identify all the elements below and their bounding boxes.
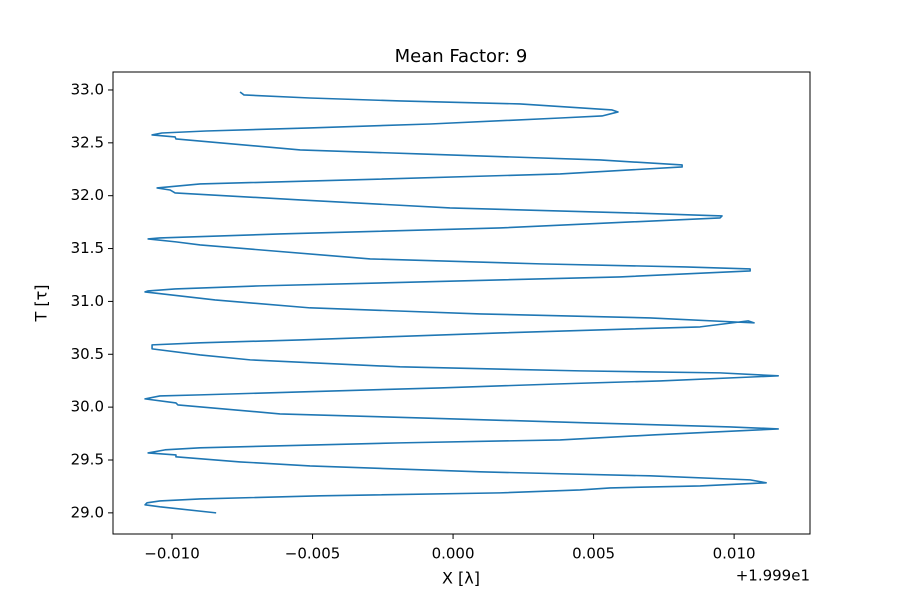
y-tick-label: 29.5 — [71, 450, 104, 468]
plot-frame — [112, 71, 811, 535]
data-line — [144, 91, 780, 514]
x-offset-text: +1.999e1 — [736, 567, 810, 585]
x-tick-label: 0.010 — [713, 545, 756, 563]
y-axis-label: T [τ] — [32, 285, 51, 323]
x-tick-label: 0.005 — [572, 545, 615, 563]
x-tick-label: 0.000 — [432, 545, 475, 563]
y-tick-label: 33.0 — [71, 80, 104, 98]
y-tick-label: 31.0 — [71, 292, 104, 310]
y-tick-label: 30.0 — [71, 398, 104, 416]
x-tick-label: −0.005 — [285, 545, 341, 563]
chart-title: Mean Factor: 9 — [395, 46, 528, 67]
y-tick-label: 30.5 — [71, 345, 104, 363]
x-tick-label: −0.010 — [144, 545, 200, 563]
y-tick-label: 32.0 — [71, 186, 104, 204]
y-tick-label: 32.5 — [71, 133, 104, 151]
x-axis-label: X [λ] — [442, 569, 480, 588]
y-tick-label: 29.0 — [71, 503, 104, 521]
y-tick-label: 31.5 — [71, 239, 104, 257]
